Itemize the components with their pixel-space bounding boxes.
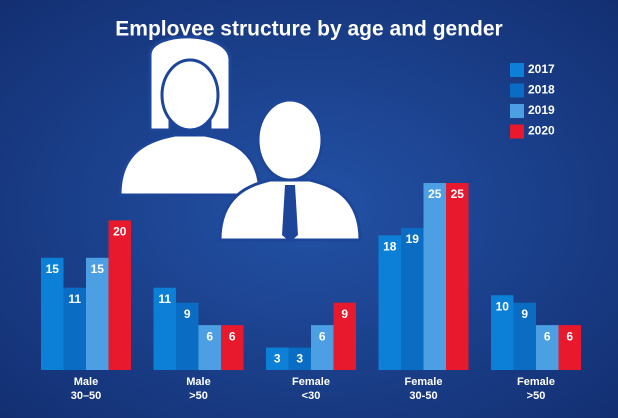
x-tick-label: Female 30-50 [405, 376, 443, 402]
value-label: 9 [341, 307, 348, 321]
value-label: 3 [296, 352, 303, 366]
value-label: 6 [229, 329, 236, 343]
x-tick-label: Male 30–50 [71, 376, 102, 402]
value-label: 10 [496, 299, 510, 313]
value-label: 6 [206, 329, 213, 343]
bar [536, 325, 559, 370]
value-label: 9 [184, 307, 191, 321]
value-label: 6 [566, 329, 573, 343]
x-tick-label: Female <30 [292, 376, 330, 402]
legend-swatch [510, 124, 524, 139]
legend-label: 2017 [528, 62, 555, 76]
legend-swatch [510, 63, 524, 77]
value-label: 25 [451, 187, 465, 201]
tie [282, 185, 298, 242]
value-label: 6 [544, 329, 551, 343]
bar [401, 227, 424, 370]
bar [153, 287, 176, 370]
bar [108, 220, 131, 370]
bar [378, 235, 401, 370]
value-label: 20 [113, 225, 127, 239]
value-label: 11 [68, 292, 81, 306]
value-label: 11 [158, 292, 171, 306]
bar [423, 183, 446, 370]
value-label: 15 [91, 262, 105, 276]
bar [221, 325, 244, 370]
bar [266, 347, 289, 370]
bar [446, 183, 469, 370]
bar [513, 302, 536, 370]
legend-swatch [510, 83, 524, 98]
value-label: 19 [406, 232, 420, 246]
chart-title: Employee structure by age and gender [115, 18, 502, 41]
bar [333, 302, 356, 370]
legend-label: 2018 [528, 83, 555, 97]
legend-label: 2019 [528, 103, 555, 117]
bar [41, 257, 64, 370]
bar [288, 347, 311, 370]
value-label: 25 [428, 187, 442, 201]
x-tick-label: Male >50 [186, 376, 210, 402]
bar [86, 257, 109, 370]
x-tick-label: Female >50 [517, 376, 555, 402]
people-icon [118, 35, 362, 242]
value-label: 18 [383, 240, 397, 254]
bar [63, 287, 86, 370]
value-label: 3 [274, 352, 281, 366]
bar [558, 325, 581, 370]
value-label: 9 [521, 307, 528, 321]
value-label: 6 [319, 329, 326, 343]
legend-swatch [510, 104, 524, 118]
legend-label: 2020 [528, 124, 555, 138]
bar [176, 302, 199, 370]
bar [491, 295, 514, 370]
bar [311, 325, 334, 370]
value-label: 15 [46, 262, 60, 276]
bar [198, 325, 221, 370]
